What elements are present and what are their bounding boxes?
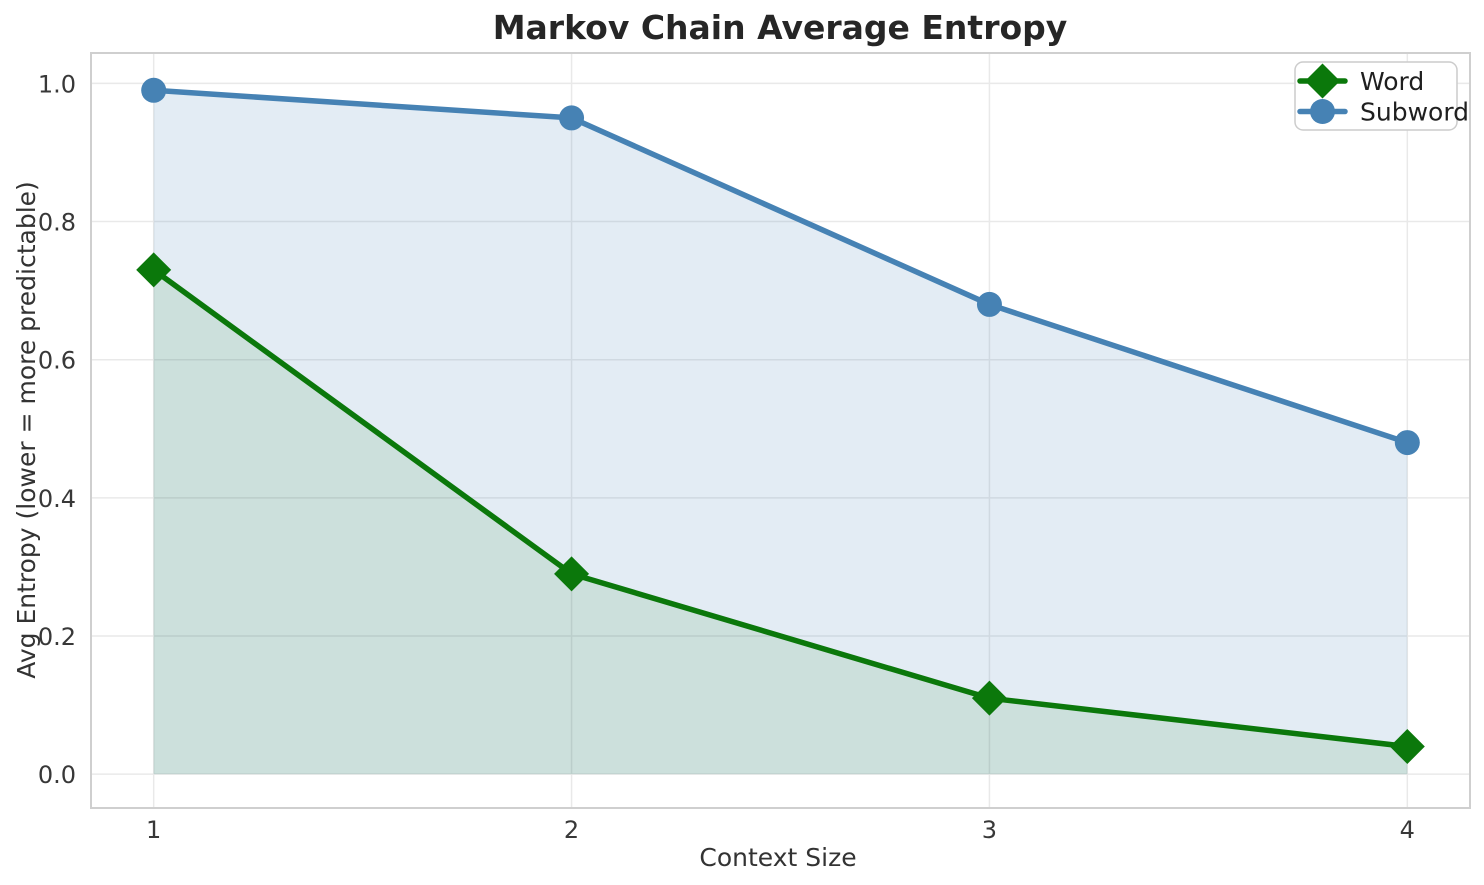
chart-title: Markov Chain Average Entropy: [493, 8, 1068, 47]
subword-data-point-marker: [976, 291, 1002, 317]
legend-diamond-marker: [1305, 63, 1340, 99]
y-tick-label: 0.2: [38, 623, 76, 651]
y-tick-label: 0.4: [38, 485, 76, 513]
axes-border: [90, 52, 1471, 809]
legend-label-subword: Subword: [1360, 98, 1469, 127]
subword-data-point-marker: [559, 105, 585, 131]
x-tick-label: 3: [982, 816, 997, 844]
y-tick-label: 0.0: [38, 761, 76, 789]
word-data-point-marker: [971, 680, 1007, 716]
word-line: [150, 267, 1411, 750]
y-tick-label: 0.8: [38, 209, 76, 237]
subword-data-point-marker: [1394, 430, 1420, 456]
x-tick-label: 2: [564, 816, 579, 844]
word-data-point-marker: [136, 252, 172, 288]
x-tick-label: 1: [146, 816, 161, 844]
legend-circle-marker: [1310, 99, 1335, 124]
y-axis-label: Avg Entropy (lower = more predictable): [12, 181, 41, 679]
plot-area: [90, 52, 1471, 809]
y-tick-label: 0.6: [38, 347, 76, 375]
tick-labels: 1 2 3 4 0.0 0.2 0.4 0.6 0.8 1.0: [38, 70, 1415, 844]
word-data-point-marker: [554, 556, 590, 592]
axes-background: [91, 53, 1470, 808]
subword-data-point-marker: [141, 77, 167, 103]
word-area-fill: [153, 269, 1408, 775]
subword-line: [150, 87, 1411, 446]
word-data-point-marker: [1389, 729, 1425, 765]
y-tick-label: 1.0: [38, 70, 76, 98]
x-tick-label: 4: [1400, 816, 1415, 844]
x-axis-label: Context Size: [699, 843, 856, 872]
legend-label-word: Word: [1360, 67, 1424, 96]
subword-area-fill: [153, 90, 1408, 775]
